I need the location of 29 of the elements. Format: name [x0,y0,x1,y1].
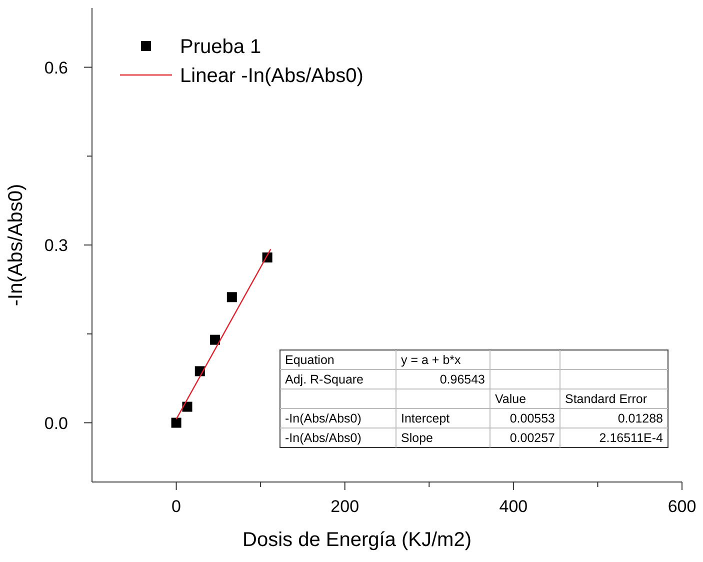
annotation: 0.00553 [510,412,556,426]
y-tick-label: 0.0 [44,414,68,433]
x-tick-label: 600 [668,497,696,516]
annotation: Adj. R-Square [285,372,364,386]
annotation: 2.16511E-4 [599,431,664,445]
x-tick-label: 200 [330,497,360,516]
y-tick-label: 0.3 [44,236,68,255]
annotation: 0.00257 [510,431,556,445]
x-tick-label: 400 [499,497,528,516]
annotation: 0.01288 [618,412,664,426]
point [226,292,237,302]
legend-label: Linear -In(Abs/Abs0) [180,65,364,87]
point [171,418,182,428]
annotation: -In(Abs/Abs0) [285,412,362,426]
y-tick-label: 0.6 [44,58,68,78]
point [210,334,220,345]
annotation: Intercept [401,412,450,426]
x-tick-label: 0 [172,497,182,516]
annotation: -In(Abs/Abs0) [285,431,362,445]
annotation: Equation [285,353,334,367]
annotation: Standard Error [565,392,647,406]
x-axis-title: Dosis de Energía (KJ/m2) [242,529,472,551]
annotation: y = a + b*x [401,353,462,367]
legend-label: Prueba 1 [180,36,262,58]
annotation: Slope [401,431,434,445]
y-axis-title: -In(Abs/Abs0) [5,184,27,306]
point [182,402,192,412]
annotation: Value [495,392,526,406]
annotation: 0.96543 [440,372,486,386]
